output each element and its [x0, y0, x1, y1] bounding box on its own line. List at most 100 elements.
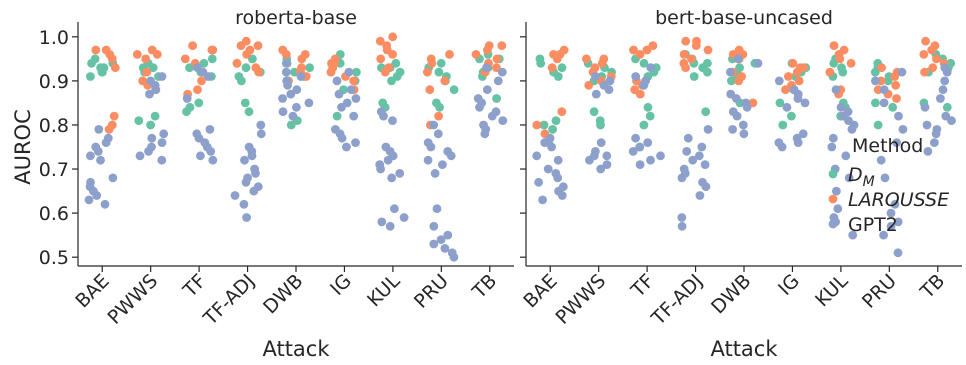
point-larousse-pru	[427, 58, 437, 68]
point-gpt2-kul	[833, 204, 843, 214]
point-larousse-tf-adj	[254, 67, 264, 77]
point-larousse-kul	[388, 32, 398, 42]
point-larousse-pwws	[132, 50, 142, 59]
point-d_m-tf-adj	[241, 63, 251, 73]
point-gpt2-ig	[793, 94, 803, 103]
point-larousse-bae	[104, 124, 114, 134]
point-d_m-bae	[98, 67, 107, 77]
point-gpt2-tf	[208, 155, 218, 165]
point-gpt2-dwb	[304, 98, 314, 108]
point-gpt2-ig	[342, 142, 351, 152]
point-gpt2-tf	[631, 133, 640, 143]
point-gpt2-pwws	[151, 85, 161, 95]
point-d_m-pru	[436, 58, 446, 68]
point-gpt2-pru	[449, 252, 459, 262]
x-tick-label-ig: IG	[774, 270, 804, 300]
x-tick-label-tf: TF	[178, 270, 210, 302]
point-gpt2-ig	[774, 76, 784, 86]
point-gpt2-tf	[635, 142, 645, 152]
x-tick-label-kul: KUL	[811, 270, 853, 312]
point-gpt2-pru	[898, 124, 908, 134]
point-gpt2-kul	[379, 111, 388, 121]
point-gpt2-dwb	[282, 58, 292, 68]
point-larousse-tf	[208, 45, 218, 55]
point-larousse-tb	[919, 50, 929, 59]
point-gpt2-pru	[429, 239, 439, 249]
point-gpt2-tb	[497, 67, 507, 77]
point-gpt2-tf-adj	[677, 221, 687, 231]
point-gpt2-pru	[440, 244, 450, 253]
point-gpt2-tf-adj	[247, 151, 257, 161]
point-larousse-pru	[425, 85, 435, 95]
point-larousse-kul	[375, 36, 385, 46]
point-larousse-bae	[557, 107, 567, 117]
point-gpt2-dwb	[753, 58, 763, 68]
point-gpt2-dwb	[733, 54, 743, 64]
point-gpt2-kul	[385, 221, 395, 231]
point-gpt2-pwws	[157, 138, 167, 148]
point-gpt2-ig	[337, 102, 346, 112]
y-tick-label: 0.6	[39, 203, 69, 225]
point-d_m-tf	[182, 107, 191, 117]
point-gpt2-tb	[938, 85, 948, 95]
point-larousse-tb	[921, 36, 930, 46]
point-gpt2-ig	[777, 142, 787, 152]
point-larousse-ig	[788, 58, 798, 68]
point-larousse-kul	[825, 67, 835, 77]
point-gpt2-dwb	[738, 120, 748, 130]
point-gpt2-tb	[475, 102, 484, 112]
point-gpt2-dwb	[296, 72, 306, 81]
point-larousse-pwws	[582, 54, 591, 64]
point-gpt2-pru	[876, 155, 886, 165]
point-gpt2-tf-adj	[697, 142, 707, 152]
point-gpt2-bae	[94, 124, 104, 134]
x-tick-label-bae: BAE	[71, 270, 113, 312]
point-gpt2-tf	[205, 124, 215, 134]
point-larousse-pru	[434, 111, 443, 121]
x-tick-label-tf-adj: TF-ADJ	[199, 270, 259, 330]
point-larousse-kul	[829, 41, 839, 50]
point-larousse-bae	[91, 45, 101, 55]
point-gpt2-tf	[196, 151, 205, 161]
point-d_m-bae	[551, 116, 561, 125]
point-gpt2-tf-adj	[703, 124, 713, 134]
point-gpt2-pru	[893, 217, 903, 227]
point-gpt2-pru	[886, 208, 896, 218]
point-gpt2-tb	[940, 76, 950, 86]
point-gpt2-pwws	[157, 72, 167, 81]
point-larousse-tf	[642, 45, 652, 55]
point-gpt2-ig	[334, 89, 344, 99]
point-gpt2-bae	[540, 138, 550, 148]
point-gpt2-bae	[101, 138, 111, 148]
point-larousse-tf-adj	[236, 41, 246, 50]
point-gpt2-kul	[831, 85, 841, 95]
point-gpt2-ig	[351, 94, 361, 103]
legend-title: Method	[852, 135, 923, 157]
x-axis-label-bert-base-uncased: Attack	[710, 337, 778, 361]
point-d_m-ig	[775, 98, 785, 108]
point-gpt2-pru	[446, 151, 456, 161]
point-gpt2-tf-adj	[695, 191, 705, 200]
point-gpt2-bae	[84, 195, 94, 205]
point-larousse-tf-adj	[681, 36, 691, 46]
point-gpt2-tb	[482, 63, 491, 73]
point-larousse-ig	[349, 76, 359, 86]
point-larousse-bae	[107, 54, 117, 64]
point-d_m-tf	[207, 54, 217, 64]
point-d_m-pwws	[589, 107, 599, 117]
point-gpt2-tf	[203, 72, 213, 81]
x-tick-label-bae: BAE	[519, 270, 561, 312]
point-gpt2-pwws	[146, 76, 156, 86]
point-d_m-dwb	[286, 120, 296, 130]
point-larousse-tf-adj	[681, 63, 690, 73]
point-gpt2-bae	[100, 199, 110, 209]
point-gpt2-bae	[96, 155, 105, 165]
point-d_m-bae	[90, 54, 100, 64]
point-larousse-pwws	[584, 80, 594, 90]
point-gpt2-tf-adj	[240, 155, 249, 165]
point-gpt2-tf	[656, 151, 665, 161]
point-gpt2-dwb	[288, 111, 298, 121]
point-gpt2-pwws	[591, 89, 601, 99]
point-gpt2-ig	[782, 102, 792, 112]
point-d_m-pru	[449, 85, 459, 95]
